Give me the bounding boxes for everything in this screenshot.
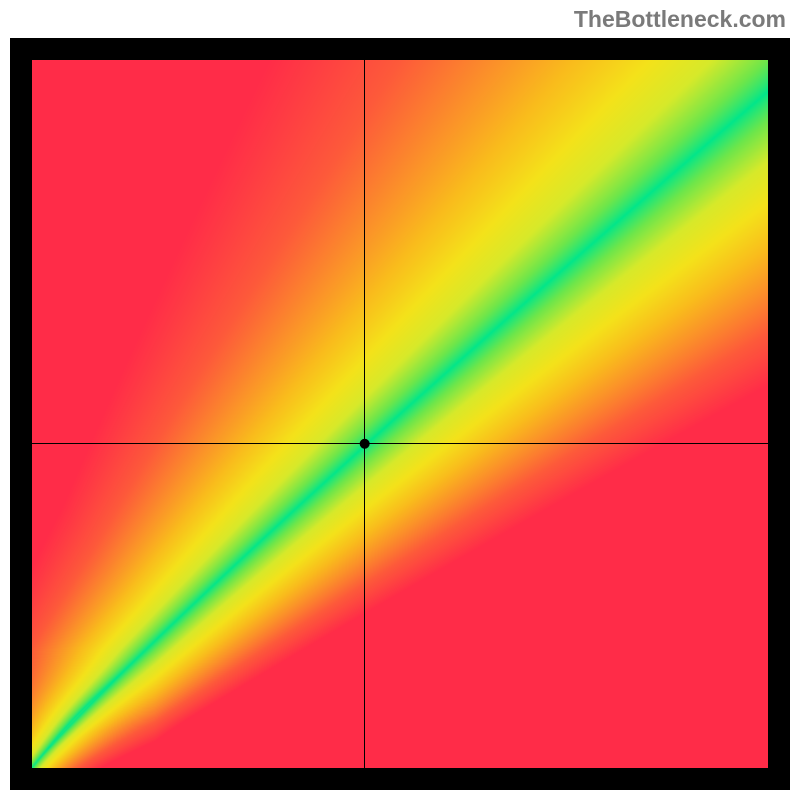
- watermark-text: TheBottleneck.com: [574, 6, 786, 33]
- crosshair-vertical: [364, 60, 365, 768]
- crosshair-horizontal: [32, 443, 768, 444]
- heatmap-canvas: [32, 60, 768, 768]
